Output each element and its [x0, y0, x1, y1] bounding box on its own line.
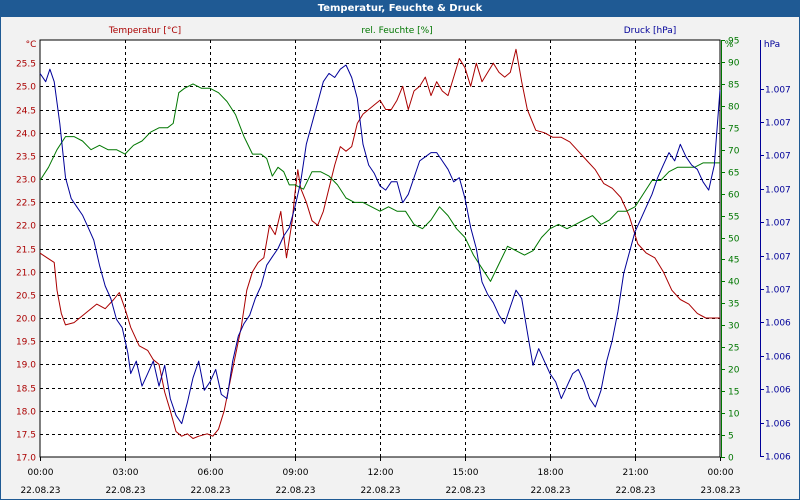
- x-tick-date: 22.08.23: [615, 486, 655, 496]
- series-line-humidity: [39, 83, 720, 282]
- humidity-unit-label: %: [725, 40, 734, 50]
- temperature-tick-label: 23.0: [16, 176, 36, 186]
- pressure-tick-label: 1.007: [765, 286, 791, 296]
- humidity-tick-label: 70: [728, 147, 740, 157]
- humidity-tick-label: 90: [728, 59, 740, 69]
- x-tick-date: 22.08.23: [275, 486, 315, 496]
- x-tick-time: 06:00: [198, 468, 224, 478]
- x-tick-time: 09:00: [283, 468, 309, 478]
- temperature-tick-label: 18.0: [16, 408, 36, 418]
- x-tick-date: 22.08.23: [360, 486, 400, 496]
- humidity-tick-label: 55: [728, 213, 739, 223]
- humidity-tick-label: 10: [728, 410, 740, 420]
- x-tick-time: 18:00: [538, 468, 564, 478]
- temperature-tick-label: 22.5: [16, 199, 36, 209]
- pressure-tick-label: 1.006: [765, 453, 791, 463]
- pressure-tick-label: 1.006: [765, 353, 791, 363]
- temperature-tick-label: 21.5: [16, 246, 36, 256]
- series-line-pressure: [39, 64, 721, 425]
- x-tick-date: 22.08.23: [445, 486, 485, 496]
- grid-lines: [39, 39, 721, 458]
- pressure-tick-label: 1.007: [765, 219, 791, 229]
- pressure-tick-label: 1.007: [765, 253, 791, 263]
- humidity-tick-label: 45: [728, 256, 739, 266]
- pressure-tick-label: 1.006: [765, 319, 791, 329]
- temperature-tick-label: 19.0: [16, 361, 36, 371]
- humidity-tick-label: 5: [728, 432, 734, 442]
- chart-title: Temperatur, Feuchte & Druck: [0, 0, 800, 17]
- x-tick-date: 22.08.23: [530, 486, 570, 496]
- plot-area: [39, 39, 721, 458]
- temperature-tick-label: 25.0: [16, 83, 36, 93]
- temperature-tick-label: 17.0: [16, 454, 36, 464]
- axes-layer: 17.0 17.5 18.0 18.5 19.0 19.5 20.0 20.5 21.0 21.5…: [16, 26, 791, 496]
- temperature-tick-label: 22.0: [16, 222, 36, 232]
- temperature-tick-label: 18.5: [16, 385, 36, 395]
- temperature-tick-label: 25.5: [16, 60, 36, 70]
- x-tick-time: 00:00: [28, 468, 54, 478]
- pressure-tick-label: 1.007: [765, 186, 791, 196]
- humidity-tick-label: 65: [728, 169, 739, 179]
- humidity-tick-label: 20: [728, 366, 740, 376]
- temperature-tick-label: 19.5: [16, 338, 36, 348]
- humidity-tick-label: 40: [728, 278, 740, 288]
- series-line-temperature: [39, 48, 720, 439]
- pressure-tick-label: 1.007: [765, 86, 791, 96]
- humidity-tick-label: 30: [728, 322, 740, 332]
- temperature-tick-label: 23.5: [16, 153, 36, 163]
- legend-label-pressure: Druck [hPa]: [624, 26, 677, 36]
- humidity-tick-label: 60: [728, 191, 740, 201]
- pressure-tick-label: 1.007: [765, 119, 791, 129]
- temperature-unit-label: °C: [26, 40, 37, 50]
- pressure-tick-label: 1.007: [765, 152, 791, 162]
- x-tick-date: 23.08.23: [700, 486, 740, 496]
- x-tick-date: 22.08.23: [190, 486, 230, 496]
- humidity-tick-label: 95: [728, 37, 739, 47]
- x-tick-date: 22.08.23: [105, 486, 145, 496]
- humidity-tick-label: 15: [728, 388, 739, 398]
- x-tick-date: 22.08.23: [20, 486, 60, 496]
- x-tick-time: 03:00: [113, 468, 139, 478]
- temperature-tick-label: 20.5: [16, 292, 36, 302]
- temperature-tick-label: 24.0: [16, 130, 36, 140]
- humidity-tick-label: 25: [728, 344, 739, 354]
- humidity-tick-label: 80: [728, 103, 740, 113]
- series-layer: [39, 48, 721, 439]
- pressure-tick-label: 1.006: [765, 386, 791, 396]
- legend-label-temperature: Temperatur [°C]: [108, 26, 181, 36]
- humidity-tick-label: 0: [728, 454, 734, 464]
- pressure-tick-label: 1.006: [765, 420, 791, 430]
- x-tick-time: 12:00: [368, 468, 394, 478]
- pressure-unit-label: hPa: [764, 40, 780, 50]
- humidity-tick-label: 75: [728, 125, 739, 135]
- legend-label-humidity: rel. Feuchte [%]: [361, 26, 432, 36]
- humidity-tick-label: 85: [728, 81, 739, 91]
- temperature-tick-label: 21.0: [16, 269, 36, 279]
- x-tick-time: 15:00: [453, 468, 479, 478]
- temperature-tick-label: 24.5: [16, 107, 36, 117]
- x-tick-time: 21:00: [623, 468, 649, 478]
- temperature-tick-label: 17.5: [16, 431, 36, 441]
- x-tick-time: 00:00: [708, 468, 734, 478]
- temperature-tick-label: 20.0: [16, 315, 36, 325]
- humidity-tick-label: 35: [728, 300, 739, 310]
- humidity-tick-label: 50: [728, 235, 740, 245]
